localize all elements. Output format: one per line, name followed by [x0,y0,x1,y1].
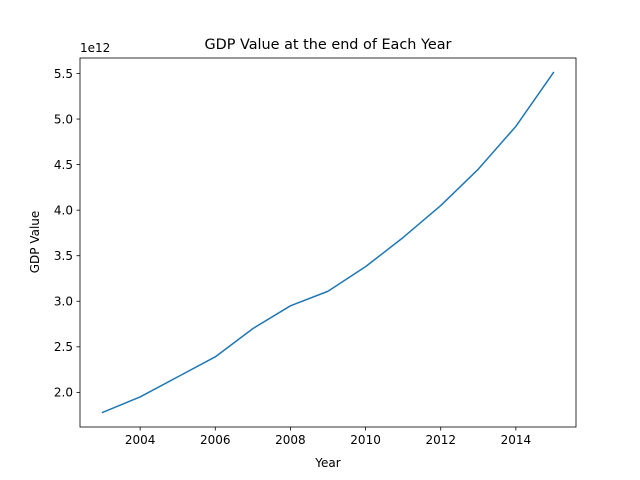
y-tick-label: 3.5 [54,249,73,263]
y-tick-label: 2.5 [54,340,73,354]
axes-frame [79,57,577,428]
y-tick-label: 3.0 [54,295,73,309]
y-axis-label: GDP Value [28,211,42,274]
y-tick-label: 4.5 [54,158,73,172]
x-tick-label: 2010 [350,433,381,447]
y-tick-label: 4.0 [54,203,73,217]
chart-title: GDP Value at the end of Each Year [205,37,452,53]
y-tick-label: 5.0 [54,112,73,126]
y-tick-label: 5.5 [54,67,73,81]
y-axis-offset-label: 1e12 [80,41,110,55]
series-line-0 [101,71,555,414]
x-tick-label: 2004 [125,433,156,447]
x-tick-label: 2012 [425,433,456,447]
y-tick-label: 2.0 [54,386,73,400]
x-tick-label: 2014 [501,433,532,447]
x-tick-label: 2008 [275,433,306,447]
x-tick-label: 2006 [200,433,231,447]
x-axis-label: Year [314,456,340,470]
plot-area: 2004 2006 2008 2010 2012 2014 2.0 2.5 3.0 3.5 4.0 4… [54,57,577,447]
